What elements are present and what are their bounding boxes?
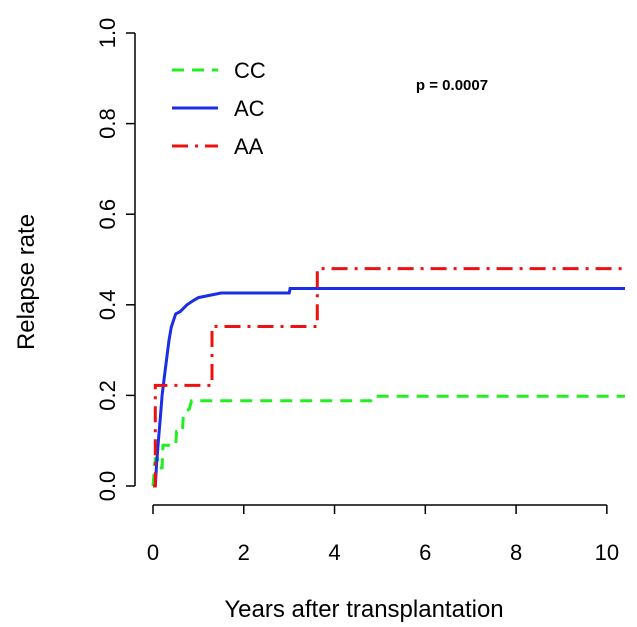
y-tick-label: 0.4 bbox=[95, 290, 120, 321]
y-tick-label: 0.8 bbox=[95, 108, 120, 139]
plot-layer bbox=[151, 267, 625, 488]
y-tick-label: 0.2 bbox=[95, 380, 120, 411]
legend: CC AC AA bbox=[172, 58, 266, 159]
series-line-ac bbox=[153, 287, 625, 487]
y-axis-title: Relapse rate bbox=[13, 214, 40, 350]
y-tick-label: 1.0 bbox=[95, 18, 120, 49]
x-tick-label: 8 bbox=[510, 540, 522, 565]
x-axis-title: Years after transplantation bbox=[224, 596, 503, 623]
x-tick-label: 0 bbox=[147, 540, 159, 565]
p-value-annotation: p = 0.0007 bbox=[416, 77, 488, 94]
x-tick-label: 2 bbox=[238, 540, 250, 565]
legend-label-aa: AA bbox=[234, 134, 264, 159]
y-tick-label: 0.6 bbox=[95, 199, 120, 230]
y-tick-label: 0.0 bbox=[95, 471, 120, 502]
x-tick-label: 10 bbox=[595, 540, 619, 565]
series-line-aa bbox=[153, 267, 625, 488]
x-tick-label: 4 bbox=[328, 540, 340, 565]
x-tick-label: 6 bbox=[419, 540, 431, 565]
legend-label-ac: AC bbox=[234, 96, 265, 121]
legend-label-cc: CC bbox=[234, 58, 266, 83]
axis-layer: 0 2 4 6 8 10 0.0 0.2 0.4 0.6 0.8 1.0 bbox=[95, 18, 619, 565]
series-line-cc bbox=[151, 394, 625, 487]
